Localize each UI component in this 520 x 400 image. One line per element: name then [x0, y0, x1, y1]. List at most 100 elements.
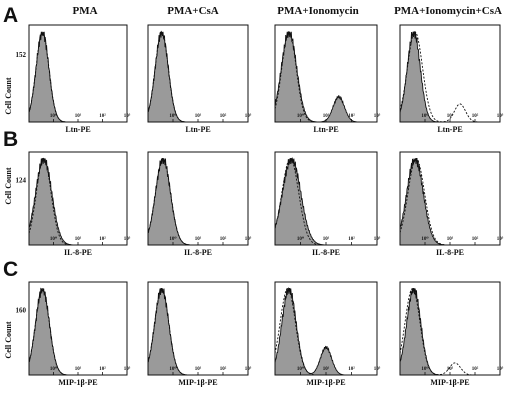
- x-tick-label: 10⁰: [297, 366, 305, 372]
- x-tick-label: 10¹: [323, 366, 330, 372]
- y-axis-label-row-a: Cell Count: [4, 77, 13, 114]
- x-tick-label: 10³: [374, 113, 381, 119]
- x-tick-label: 10³: [497, 236, 504, 242]
- row-label-c: C: [3, 258, 18, 281]
- x-tick-label: 10²: [348, 236, 355, 242]
- column-header-pma-csa: PMA+CsA: [167, 5, 219, 17]
- x-tick-label: 10⁰: [421, 366, 429, 372]
- histogram-panel: 10⁰ 10¹ 10² 10³ IL-8-PE: [399, 151, 504, 257]
- column-header-pma-ionomycin: PMA+Ionomycin: [277, 5, 358, 17]
- y-tick-label: 124: [16, 177, 27, 185]
- filled-histogram: [147, 158, 248, 246]
- histogram-panel: 10⁰ 10¹ 10² 10³ Ltn-PE: [399, 24, 504, 134]
- x-tick-label: 10²: [220, 366, 227, 372]
- x-tick-label: 10²: [220, 236, 227, 242]
- x-axis-label: Ltn-PE: [437, 125, 462, 134]
- histogram-panel: 10⁰ 10¹ 10² 10³ IL-8-PE 124: [16, 151, 131, 257]
- x-tick-label: 10¹: [195, 366, 202, 372]
- x-tick-label: 10³: [374, 236, 381, 242]
- x-tick-label: 10¹: [195, 236, 202, 242]
- filled-histogram: [399, 31, 500, 123]
- x-axis-label: MIP-1β-PE: [58, 378, 97, 387]
- x-tick-label: 10⁰: [50, 236, 58, 242]
- x-tick-label: 10⁰: [297, 236, 305, 242]
- x-tick-label: 10³: [124, 366, 131, 372]
- histogram-panel: 10⁰ 10¹ 10² 10³ IL-8-PE: [147, 151, 252, 257]
- x-tick-label: 10¹: [195, 113, 202, 119]
- x-tick-label: 10⁰: [50, 113, 58, 119]
- x-tick-label: 10⁰: [169, 236, 177, 242]
- filled-histogram: [274, 286, 377, 376]
- x-tick-label: 10¹: [447, 366, 454, 372]
- row-label-a: A: [3, 4, 18, 27]
- x-axis-label: Ltn-PE: [65, 125, 90, 134]
- histogram-panel: 10⁰ 10¹ 10² 10³ Ltn-PE: [274, 24, 381, 134]
- x-tick-label: 10²: [220, 113, 227, 119]
- histogram-panel: 10⁰ 10¹ 10² 10³ MIP-1β-PE 160: [16, 281, 131, 387]
- x-tick-label: 10⁰: [421, 113, 429, 119]
- filled-histogram: [274, 156, 377, 246]
- x-tick-label: 10¹: [75, 236, 82, 242]
- x-tick-label: 10³: [497, 113, 504, 119]
- x-tick-label: 10³: [245, 113, 252, 119]
- histogram-panel: 10⁰ 10¹ 10² 10³ Ltn-PE 152: [16, 24, 131, 134]
- histogram-panel: 10⁰ 10¹ 10² 10³ MIP-1β-PE: [147, 281, 252, 387]
- filled-histogram: [399, 288, 500, 376]
- y-axis-label-row-b: Cell Count: [4, 167, 13, 204]
- x-tick-label: 10²: [472, 366, 479, 372]
- x-axis-label: IL-8-PE: [312, 248, 340, 257]
- x-tick-label: 10²: [99, 236, 106, 242]
- y-axis-label-row-c: Cell Count: [4, 321, 13, 358]
- x-axis-label: IL-8-PE: [184, 248, 212, 257]
- x-tick-label: 10³: [124, 113, 131, 119]
- filled-histogram: [147, 30, 248, 123]
- x-tick-label: 10⁰: [169, 113, 177, 119]
- x-tick-label: 10³: [245, 236, 252, 242]
- histogram-panel: 10⁰ 10¹ 10² 10³ IL-8-PE: [274, 151, 381, 257]
- row-label-b: B: [3, 128, 18, 151]
- x-tick-label: 10²: [348, 366, 355, 372]
- filled-histogram: [28, 31, 127, 123]
- x-tick-label: 10¹: [323, 236, 330, 242]
- x-tick-label: 10³: [374, 366, 381, 372]
- x-axis-label: MIP-1β-PE: [306, 378, 345, 387]
- y-tick-label: 152: [16, 51, 27, 59]
- x-tick-label: 10²: [472, 113, 479, 119]
- histogram-panel: 10⁰ 10¹ 10² 10³ MIP-1β-PE: [399, 281, 504, 387]
- column-header-pma: PMA: [72, 5, 97, 17]
- dotted-histogram: [399, 288, 500, 376]
- x-tick-label: 10¹: [447, 236, 454, 242]
- x-tick-label: 10²: [99, 366, 106, 372]
- x-tick-label: 10²: [472, 236, 479, 242]
- x-tick-label: 10⁰: [421, 236, 429, 242]
- x-tick-label: 10⁰: [297, 113, 305, 119]
- x-axis-label: MIP-1β-PE: [430, 378, 469, 387]
- filled-histogram: [399, 158, 500, 246]
- dotted-histogram: [28, 158, 127, 246]
- filled-histogram: [28, 157, 127, 246]
- x-axis-label: MIP-1β-PE: [178, 378, 217, 387]
- histogram-panel: 10⁰ 10¹ 10² 10³ MIP-1β-PE: [274, 281, 381, 387]
- x-tick-label: 10¹: [75, 366, 82, 372]
- filled-histogram: [28, 287, 127, 376]
- x-axis-label: Ltn-PE: [313, 125, 338, 134]
- filled-histogram: [147, 288, 248, 376]
- x-axis-label: Ltn-PE: [185, 125, 210, 134]
- y-tick-label: 160: [16, 307, 27, 315]
- x-tick-label: 10⁰: [169, 366, 177, 372]
- x-tick-label: 10¹: [447, 113, 454, 119]
- x-tick-label: 10³: [124, 236, 131, 242]
- x-tick-label: 10²: [348, 113, 355, 119]
- x-tick-label: 10³: [497, 366, 504, 372]
- x-axis-label: IL-8-PE: [436, 248, 464, 257]
- filled-histogram: [274, 31, 377, 123]
- histogram-panel: 10⁰ 10¹ 10² 10³ Ltn-PE: [147, 24, 252, 134]
- x-tick-label: 10¹: [323, 113, 330, 119]
- x-tick-label: 10⁰: [50, 366, 58, 372]
- x-tick-label: 10³: [245, 366, 252, 372]
- x-tick-label: 10²: [99, 113, 106, 119]
- x-tick-label: 10¹: [75, 113, 82, 119]
- x-axis-label: IL-8-PE: [64, 248, 92, 257]
